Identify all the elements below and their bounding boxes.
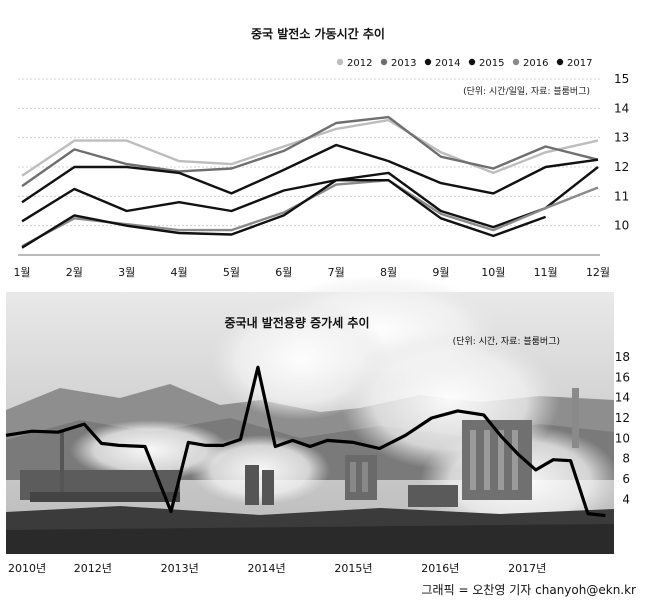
x-tick-label-2013년: 2013년	[161, 562, 199, 575]
y-tick-label-14: 14	[615, 391, 630, 405]
y-tick-label-12: 12	[614, 160, 629, 174]
legend-label-2014: 2014	[435, 58, 460, 69]
x-tick-label-2010년: 2010년	[8, 562, 46, 575]
chart-1-title: 중국 발전소 가동시간 추이	[251, 26, 385, 41]
legend-marker-2014	[424, 58, 432, 66]
x-tick-label-12: 12월	[586, 266, 610, 279]
legend-label-2015: 2015	[479, 58, 504, 69]
x-tick-label-1: 1월	[13, 266, 30, 279]
y-tick-label-8: 8	[622, 452, 630, 466]
x-tick-label-2: 2월	[66, 266, 83, 279]
chart-2-x-ticks: 2010년 2012년 2013년 2014년 2015년 2016년 2017년	[8, 562, 546, 575]
x-tick-label-5: 5월	[223, 266, 240, 279]
legend-marker-2016	[512, 58, 520, 66]
x-tick-label-11: 11월	[534, 266, 558, 279]
chart-2-series	[5, 365, 606, 518]
x-tick-label-10: 10월	[481, 266, 505, 279]
y-tick-label-13: 13	[614, 131, 629, 145]
chart-2-title: 중국내 발전용량 증가세 추이	[224, 315, 369, 330]
chart-1-y-ticks: 10 11 12 13 14 15	[614, 72, 629, 233]
y-tick-label-14: 14	[614, 101, 629, 115]
x-tick-label-6: 6월	[275, 266, 292, 279]
x-tick-label-2016년: 2016년	[421, 562, 459, 575]
series-line-2015	[21, 166, 599, 229]
x-tick-label-3: 3월	[118, 266, 135, 279]
chart-1-x-ticks: 1월 2월 3월 4월 5월 6월 7월 8월 9월 10월 11월 12월	[13, 266, 610, 279]
legend-marker-2017	[556, 58, 564, 66]
y-tick-label-10: 10	[615, 431, 630, 445]
legend-label-2012: 2012	[347, 58, 372, 69]
x-tick-label-2014년: 2014년	[248, 562, 286, 575]
y-tick-label-10: 10	[614, 219, 629, 233]
legend-label-2017: 2017	[567, 58, 592, 69]
series-line-2014	[21, 143, 599, 204]
credit-line: 그래픽 = 오찬영 기자 chanyoh@ekn.kr	[422, 582, 637, 597]
x-tick-label-2015년: 2015년	[334, 562, 372, 575]
y-tick-label-16: 16	[615, 370, 630, 384]
x-tick-label-9: 9월	[432, 266, 449, 279]
chart-1-gridlines	[18, 78, 600, 227]
x-tick-label-2017년: 2017년	[508, 562, 546, 575]
y-tick-label-12: 12	[615, 411, 630, 425]
chart-2: 중국내 발전용량 증가세 추이 (단위: 시간, 자료: 블룸버그) 4 6 8 10…	[0, 275, 650, 606]
chart-1: 중국 발전소 가동시간 추이 2012 2013 2014 2015 2016 2017 …	[13, 26, 629, 279]
y-tick-label-11: 11	[614, 189, 629, 203]
chart-1-series	[21, 115, 599, 249]
x-tick-label-4: 4월	[171, 266, 188, 279]
x-tick-label-7: 7월	[328, 266, 345, 279]
legend-marker-2013	[380, 58, 388, 66]
chart-2-unit-note: (단위: 시간, 자료: 블룸버그)	[453, 336, 560, 347]
series-line-2016	[21, 179, 599, 248]
chart-1-unit-note: (단위: 시간/일일, 자료: 블룸버그)	[463, 86, 590, 97]
legend-label-2013: 2013	[391, 58, 416, 69]
series-line-2017	[21, 179, 547, 249]
legend-label-2016: 2016	[523, 58, 548, 69]
y-tick-label-15: 15	[614, 72, 629, 86]
legend-marker-2015	[468, 58, 476, 66]
series-line-2013	[21, 115, 599, 188]
chart-2-y-ticks: 4 6 8 10 12 14 16 18	[615, 350, 630, 506]
y-tick-label-18: 18	[615, 350, 630, 364]
capacity-line-0	[5, 365, 606, 518]
legend-marker-2012	[336, 58, 344, 66]
y-tick-label-6: 6	[622, 472, 630, 486]
y-tick-label-4: 4	[622, 492, 630, 506]
x-tick-label-2012년: 2012년	[74, 562, 112, 575]
factory-photo-background	[6, 275, 620, 554]
chart-1-legend: 2012 2013 2014 2015 2016 2017	[336, 58, 592, 69]
